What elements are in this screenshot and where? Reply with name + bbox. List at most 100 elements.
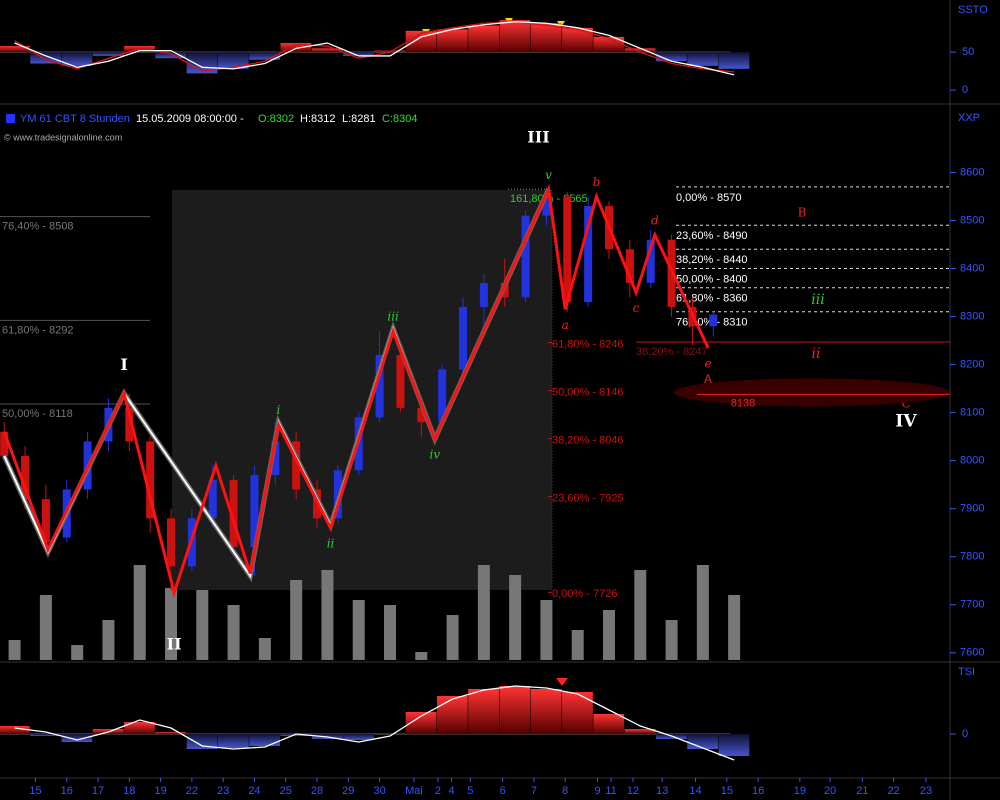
histogram-bar xyxy=(593,36,625,53)
x-tick-label: 11 xyxy=(605,785,616,797)
candle-body xyxy=(125,407,134,442)
volume-bar xyxy=(571,630,584,660)
histogram-bar xyxy=(530,689,562,734)
histogram-bar xyxy=(217,734,249,748)
histogram-bar xyxy=(249,52,281,60)
shaded-range xyxy=(172,190,552,590)
x-tick-label: 7 xyxy=(531,785,537,797)
signal-marker xyxy=(556,678,568,686)
volume-bar xyxy=(321,570,334,660)
candle-body xyxy=(229,479,238,548)
candle-body xyxy=(479,282,488,307)
volume-bar xyxy=(728,595,741,660)
histogram-bar xyxy=(280,43,312,53)
fib-mid-label: 0,00% - 7726 xyxy=(552,588,617,600)
volume-bar xyxy=(634,570,647,660)
fib-right-label: 38,20% - 8440 xyxy=(676,254,748,266)
x-tick-label: 12 xyxy=(627,785,639,797)
histogram-bar xyxy=(343,52,374,56)
x-tick-label: 23 xyxy=(920,785,932,797)
wave-label: iii xyxy=(387,309,399,323)
histogram-bar xyxy=(687,52,718,66)
histogram-bar xyxy=(311,48,343,53)
x-tick-label: 30 xyxy=(373,785,385,797)
fib-left-label: 50,00% - 8118 xyxy=(2,408,73,420)
candle-body xyxy=(41,499,50,543)
volume-bar xyxy=(71,645,84,660)
histogram-bar xyxy=(61,734,93,742)
x-tick-label: 15 xyxy=(29,785,41,797)
volume-bar xyxy=(290,580,303,660)
histogram-bar xyxy=(624,48,656,53)
x-tick-label: 2 xyxy=(435,785,441,797)
wave-label: ii xyxy=(327,536,335,550)
y-tick-label: 8000 xyxy=(960,455,984,467)
x-tick-label: 29 xyxy=(342,785,354,797)
y-tick-label: 7800 xyxy=(960,551,984,563)
volume-bar xyxy=(102,620,115,660)
candle-body xyxy=(625,249,634,283)
y-tick-label: 8600 xyxy=(960,166,984,178)
y-tick-label: 8500 xyxy=(960,214,984,226)
histogram-bar xyxy=(155,52,187,59)
candle-body xyxy=(271,441,280,476)
candle-body xyxy=(208,479,217,519)
histogram-bar xyxy=(30,734,62,736)
x-tick-label: 13 xyxy=(656,785,668,797)
y-tick-label: 8300 xyxy=(960,310,984,322)
indicator-line xyxy=(14,685,735,761)
price-axis-title: XXP xyxy=(958,112,980,124)
wave-label: c xyxy=(633,301,640,315)
indicator-line xyxy=(14,21,735,76)
y-tick-label: 7900 xyxy=(960,503,984,515)
histogram-bar xyxy=(217,52,249,69)
candle-body xyxy=(417,407,426,423)
candle-body xyxy=(167,518,176,567)
candle-body xyxy=(375,354,384,418)
histogram-bar xyxy=(718,734,750,756)
fib-mid-label: 50,00% - 8146 xyxy=(552,386,624,398)
x-tick-label: 25 xyxy=(280,785,292,797)
x-tick-label: 23 xyxy=(217,785,229,797)
fib-right-label: 50,00% - 8400 xyxy=(676,273,748,285)
histogram-bar xyxy=(436,696,468,734)
volume-bar xyxy=(133,565,146,660)
histogram-bar xyxy=(124,722,155,734)
x-tick-label: 8 xyxy=(562,785,568,797)
histogram-bar xyxy=(624,729,656,734)
fib-e-label: 38,20% - 8247 xyxy=(636,346,708,358)
degree-label: III xyxy=(527,128,549,147)
x-tick-label: 15 xyxy=(721,785,733,797)
x-tick-label: 24 xyxy=(248,785,260,797)
fib-mid-label: 23,60% - 7925 xyxy=(552,493,624,505)
histogram-bar xyxy=(343,734,374,740)
tsi-title: TSI xyxy=(958,666,975,678)
x-tick-label: 28 xyxy=(311,785,323,797)
x-tick-label: 21 xyxy=(856,785,868,797)
candle-body xyxy=(438,369,447,423)
fib-right-label: 23,60% - 8490 xyxy=(676,230,748,242)
histogram-bar xyxy=(499,20,531,53)
volume-bar xyxy=(258,638,271,660)
histogram-bar xyxy=(593,714,625,734)
wave-line xyxy=(2,183,710,599)
chart-title: YM 61 CBT 8 Stunden xyxy=(20,113,130,125)
histogram-bar xyxy=(374,50,406,53)
volume-bar xyxy=(8,640,21,660)
candle-body xyxy=(396,354,405,408)
fib-right-label: 0,00% - 8570 xyxy=(676,192,741,204)
y-tick-label: 0 xyxy=(962,728,968,740)
candle-body xyxy=(459,306,468,370)
wave-label: iv xyxy=(430,448,441,462)
histogram-bar xyxy=(0,46,30,53)
x-tick-label: Mai xyxy=(405,785,423,797)
histogram-bar xyxy=(186,734,218,749)
x-tick-label: 5 xyxy=(467,785,473,797)
wave-label: d xyxy=(651,213,659,227)
histogram-bar xyxy=(61,52,93,66)
x-tick-label: 4 xyxy=(448,785,454,797)
histogram-bar xyxy=(405,30,437,53)
x-tick-label: 20 xyxy=(824,785,836,797)
